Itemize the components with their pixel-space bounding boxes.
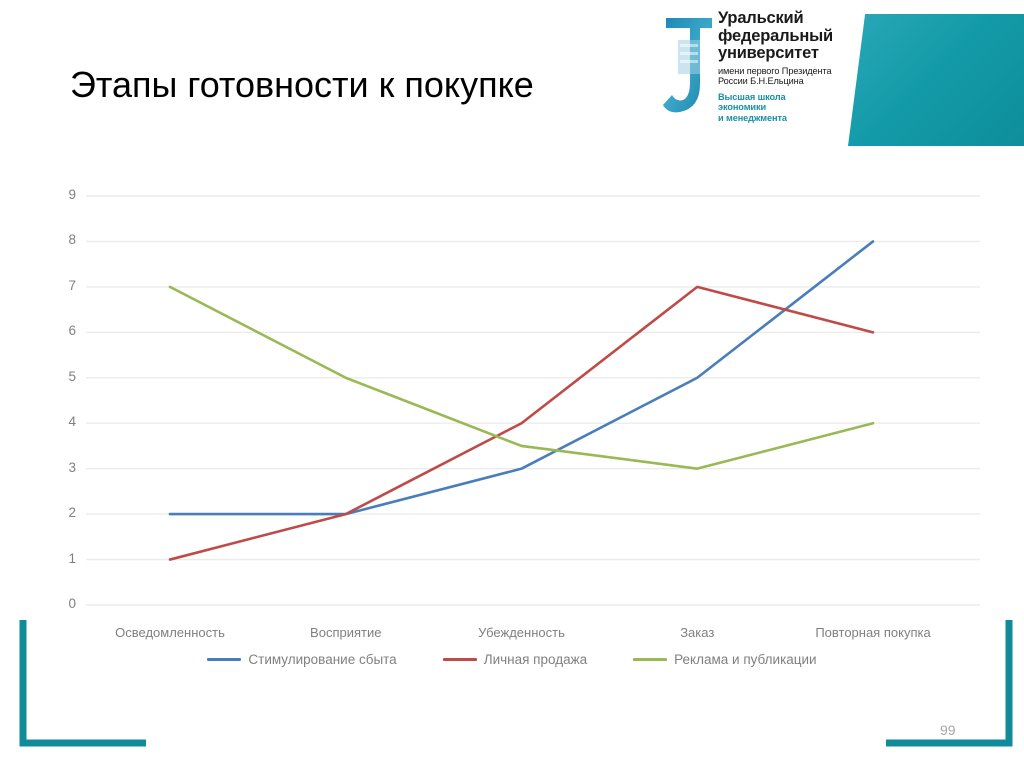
- university-logo: Уральский федеральный университет имени …: [660, 8, 850, 153]
- chart-series-line: [168, 240, 875, 516]
- x-axis-tick-label: Повторная покупка: [815, 625, 931, 640]
- chart-gridlines: [86, 195, 980, 606]
- legend-color-swatch: [207, 658, 242, 661]
- logo-school-line-2: экономики: [718, 102, 766, 112]
- chart-plot-svg: [86, 195, 980, 606]
- corner-bracket-right-icon: [886, 620, 1013, 747]
- logo-school-line-3: и менеджмента: [718, 112, 787, 123]
- y-axis-tick-label: 3: [68, 459, 76, 475]
- logo-line-1: Уральский: [718, 9, 804, 27]
- y-axis-tick-label: 8: [68, 232, 76, 248]
- header-branding-band: Уральский федеральный университет имени …: [0, 0, 1024, 160]
- chart-series-line: [168, 285, 875, 561]
- y-axis-tick-label: 5: [68, 368, 76, 384]
- legend-label: Стимулирование сбыта: [248, 652, 397, 667]
- legend-item[interactable]: Стимулирование сбыта: [207, 652, 397, 667]
- legend-color-swatch: [442, 658, 477, 661]
- y-axis-tick-label: 7: [68, 277, 76, 293]
- legend-item[interactable]: Личная продажа: [442, 652, 588, 667]
- legend-label: Реклама и публикации: [674, 652, 817, 667]
- chart-series-line: [168, 285, 875, 470]
- legend-label: Личная продажа: [483, 652, 588, 667]
- page-title: Этапы готовности к покупке: [70, 64, 534, 105]
- logo-subtitle-2: России Б.Н.Ельцина: [718, 75, 804, 86]
- teal-accent-shape: [848, 14, 1024, 146]
- legend-color-swatch: [633, 658, 668, 661]
- x-axis-tick-label: Восприятие: [310, 625, 382, 640]
- chart-legend: Стимулирование сбыта Личная продажа Реклам…: [0, 652, 1024, 667]
- logo-line-2: федеральный: [718, 26, 833, 45]
- logo-school-line-1: Высшая школа: [718, 91, 786, 102]
- y-axis-tick-label: 6: [68, 323, 76, 339]
- y-axis-tick-label: 2: [68, 505, 76, 521]
- ural-federal-university-logo-icon: [663, 18, 712, 113]
- university-logo-text: Уральский федеральный университет имени …: [718, 9, 848, 123]
- page-number: 99: [940, 722, 956, 738]
- logo-subtitle-1: имени первого Президента: [718, 65, 832, 76]
- corner-bracket-left-icon: [19, 620, 146, 747]
- chart-series-group: [168, 240, 875, 561]
- y-axis-tick-label: 4: [68, 414, 76, 430]
- y-axis-tick-label: 9: [68, 187, 76, 202]
- y-axis-tick-label: 0: [68, 596, 76, 611]
- logo-line-3: университет: [718, 44, 819, 62]
- line-chart: 0 1 2 3 4 5 6 7 8 9 Осведомленность Восприятие Убеж…: [0, 170, 1024, 690]
- x-axis-tick-label: Заказ: [680, 625, 715, 640]
- legend-item[interactable]: Реклама и публикации: [633, 652, 817, 667]
- y-axis-tick-label: 1: [68, 550, 76, 566]
- x-axis-tick-label: Осведомленность: [115, 625, 225, 640]
- x-axis-tick-label: Убежденность: [478, 625, 565, 640]
